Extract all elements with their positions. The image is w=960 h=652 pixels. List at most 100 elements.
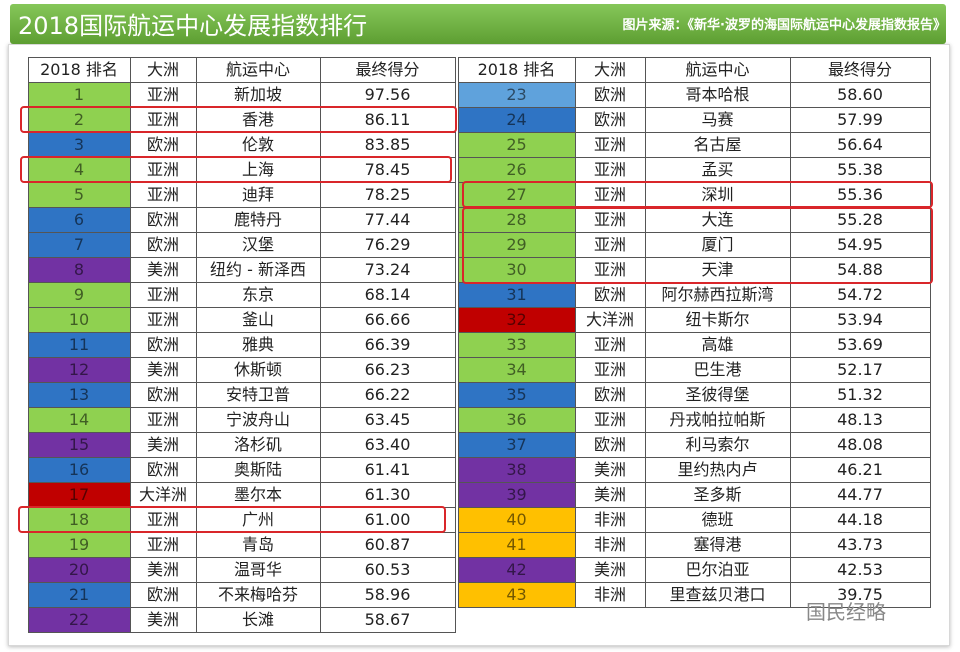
score-cell: 60.53 bbox=[319, 556, 456, 583]
rank-cell: 30 bbox=[457, 256, 576, 283]
continent-cell: 非洲 bbox=[574, 531, 646, 558]
rank-cell: 12 bbox=[27, 356, 131, 383]
rank-cell: 43 bbox=[457, 581, 576, 608]
center-cell: 鹿特丹 bbox=[195, 206, 321, 233]
continent-cell: 美洲 bbox=[129, 556, 197, 583]
continent-cell: 美洲 bbox=[129, 431, 197, 458]
rank-cell: 17 bbox=[27, 481, 131, 508]
column-header: 大洲 bbox=[574, 56, 646, 83]
center-cell: 青岛 bbox=[195, 531, 321, 558]
column-header: 航运中心 bbox=[644, 56, 791, 83]
column-header: 最终得分 bbox=[789, 56, 931, 83]
center-cell: 纽卡斯尔 bbox=[644, 306, 791, 333]
rank-cell: 33 bbox=[457, 331, 576, 358]
center-cell: 高雄 bbox=[644, 331, 791, 358]
highlight bbox=[20, 156, 452, 183]
rank-cell: 35 bbox=[457, 381, 576, 408]
continent-cell: 欧洲 bbox=[574, 431, 646, 458]
center-cell: 厦门 bbox=[644, 231, 791, 258]
continent-cell: 欧洲 bbox=[129, 456, 197, 483]
center-cell: 丹戎帕拉帕斯 bbox=[644, 406, 791, 433]
continent-cell: 欧洲 bbox=[129, 331, 197, 358]
continent-cell: 非洲 bbox=[574, 506, 646, 533]
score-cell: 83.85 bbox=[319, 131, 456, 158]
rank-cell: 7 bbox=[27, 231, 131, 258]
score-cell: 63.40 bbox=[319, 431, 456, 458]
column-header: 2018 排名 bbox=[457, 56, 576, 83]
score-cell: 61.30 bbox=[319, 481, 456, 508]
score-cell: 63.45 bbox=[319, 406, 456, 433]
score-cell: 44.77 bbox=[789, 481, 931, 508]
rank-cell: 13 bbox=[27, 381, 131, 408]
center-cell: 巴生港 bbox=[644, 356, 791, 383]
score-cell: 46.21 bbox=[789, 456, 931, 483]
score-cell: 56.64 bbox=[789, 131, 931, 158]
center-cell: 利马索尔 bbox=[644, 431, 791, 458]
score-cell: 54.72 bbox=[789, 281, 931, 308]
rank-cell: 38 bbox=[457, 456, 576, 483]
continent-cell: 欧洲 bbox=[574, 381, 646, 408]
center-cell: 雅典 bbox=[195, 331, 321, 358]
score-cell: 77.44 bbox=[319, 206, 456, 233]
score-cell: 53.94 bbox=[789, 306, 931, 333]
score-cell: 68.14 bbox=[319, 281, 456, 308]
rank-cell: 14 bbox=[27, 406, 131, 433]
continent-cell: 美洲 bbox=[129, 356, 197, 383]
score-cell: 43.73 bbox=[789, 531, 931, 558]
rank-cell: 9 bbox=[27, 281, 131, 308]
rank-cell: 39 bbox=[457, 481, 576, 508]
rank-cell: 41 bbox=[457, 531, 576, 558]
center-cell: 里查兹贝港口 bbox=[644, 581, 791, 608]
score-cell: 60.87 bbox=[319, 531, 456, 558]
continent-cell: 亚洲 bbox=[129, 306, 197, 333]
continent-cell: 亚洲 bbox=[574, 356, 646, 383]
center-cell: 圣多斯 bbox=[644, 481, 791, 508]
rank-cell: 19 bbox=[27, 531, 131, 558]
continent-cell: 非洲 bbox=[574, 581, 646, 608]
center-cell: 釜山 bbox=[195, 306, 321, 333]
continent-cell: 美洲 bbox=[574, 456, 646, 483]
score-cell: 51.32 bbox=[789, 381, 931, 408]
continent-cell: 美洲 bbox=[574, 556, 646, 583]
highlight bbox=[18, 506, 446, 533]
continent-cell: 亚洲 bbox=[129, 181, 197, 208]
rank-cell: 8 bbox=[27, 256, 131, 283]
score-cell: 55.38 bbox=[789, 156, 931, 183]
continent-cell: 亚洲 bbox=[574, 331, 646, 358]
rank-cell: 23 bbox=[457, 81, 576, 108]
center-cell: 纽约 - 新泽西 bbox=[195, 256, 321, 283]
rank-cell: 15 bbox=[27, 431, 131, 458]
center-cell: 阿尔赫西拉斯湾 bbox=[644, 281, 791, 308]
center-cell: 里约热内卢 bbox=[644, 456, 791, 483]
score-cell: 54.88 bbox=[789, 256, 931, 283]
score-cell: 58.67 bbox=[319, 606, 456, 633]
center-cell: 哥本哈根 bbox=[644, 81, 791, 108]
score-cell: 42.53 bbox=[789, 556, 931, 583]
center-cell: 孟买 bbox=[644, 156, 791, 183]
rank-cell: 24 bbox=[457, 106, 576, 133]
column-header: 大洲 bbox=[129, 56, 197, 83]
center-cell: 汉堡 bbox=[195, 231, 321, 258]
center-cell: 马赛 bbox=[644, 106, 791, 133]
rank-cell: 10 bbox=[27, 306, 131, 333]
rank-cell: 1 bbox=[27, 81, 131, 108]
score-cell: 44.18 bbox=[789, 506, 931, 533]
center-cell: 不来梅哈芬 bbox=[195, 581, 321, 608]
rank-cell: 31 bbox=[457, 281, 576, 308]
rank-cell: 11 bbox=[27, 331, 131, 358]
source: 图片来源：《新华·波罗的海国际航运中心发展指数报告》 bbox=[622, 18, 946, 33]
continent-cell: 欧洲 bbox=[574, 281, 646, 308]
continent-cell: 大洋洲 bbox=[574, 306, 646, 333]
column-header: 航运中心 bbox=[195, 56, 321, 83]
rank-cell: 27 bbox=[457, 181, 576, 208]
rank-cell: 16 bbox=[27, 456, 131, 483]
title: 2018国际航运中心发展指数排行 bbox=[18, 12, 368, 40]
score-cell: 52.17 bbox=[789, 356, 931, 383]
header-bar bbox=[10, 4, 946, 44]
score-cell: 55.28 bbox=[789, 206, 931, 233]
score-cell: 61.00 bbox=[319, 506, 456, 533]
continent-cell: 亚洲 bbox=[574, 181, 646, 208]
continent-cell: 亚洲 bbox=[574, 131, 646, 158]
continent-cell: 欧洲 bbox=[574, 106, 646, 133]
